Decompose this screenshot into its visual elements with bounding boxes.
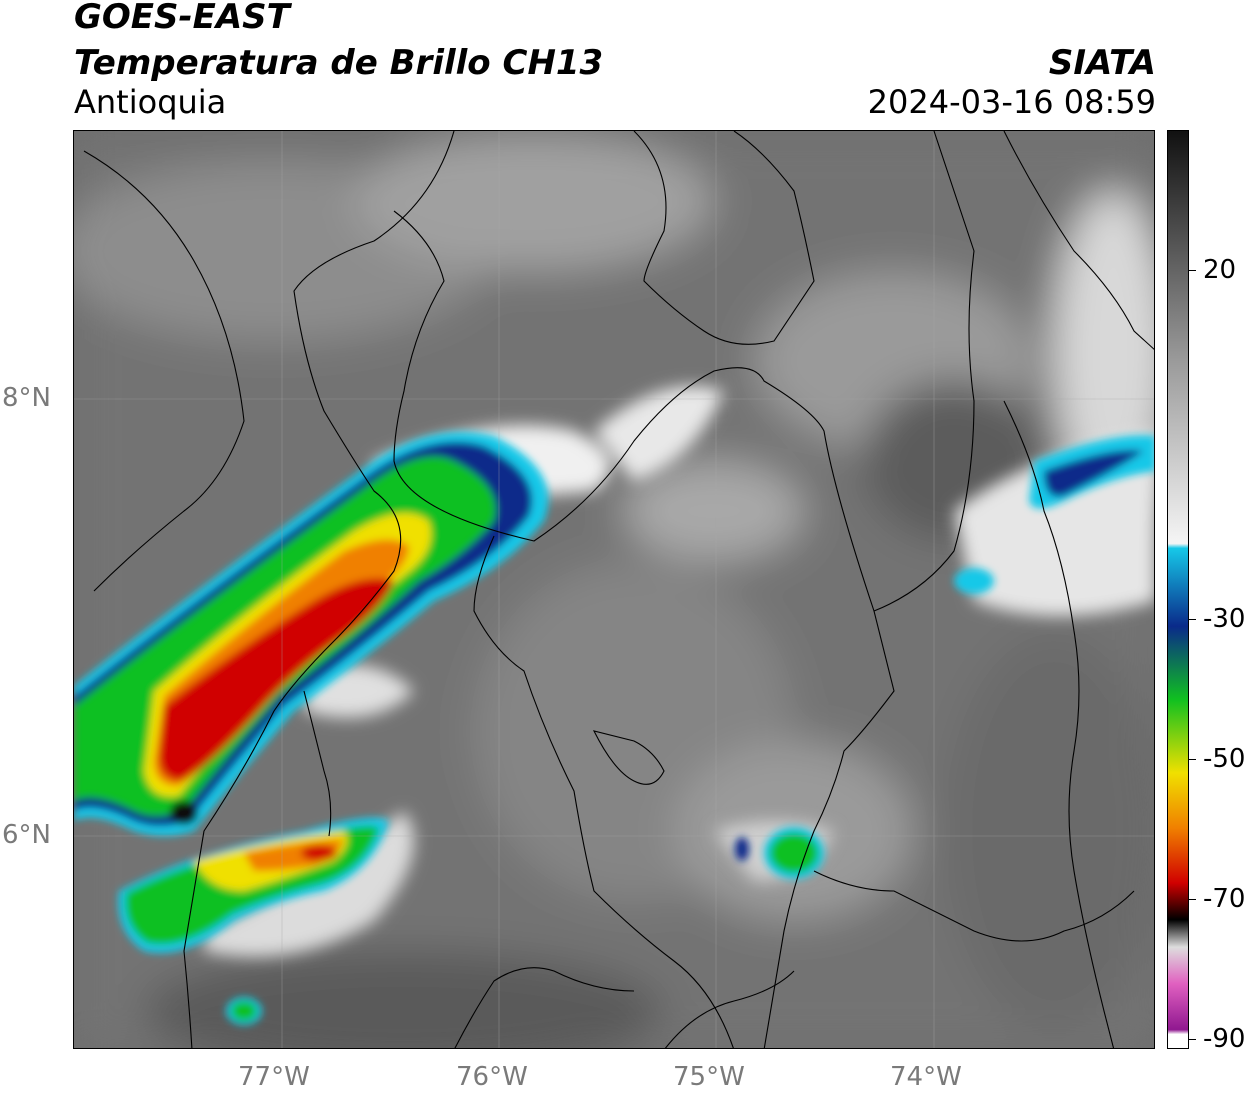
lat-tick-8n: 8°N (2, 383, 51, 413)
lat-tick-6n: 6°N (2, 820, 51, 850)
lon-tick-76w: 76°W (456, 1062, 528, 1092)
boundaries (83, 131, 1154, 1048)
convective-band (74, 431, 549, 836)
colorbar-mark-minus30 (1189, 619, 1196, 620)
colorbar-mark-minus70 (1189, 899, 1196, 900)
lon-tick-74w: 74°W (890, 1062, 962, 1092)
colorbar-label-minus70: -70 (1203, 884, 1246, 914)
colorbar-mark-20 (1189, 270, 1196, 271)
region-label: Antioquia (74, 83, 227, 121)
colorbar-label-20: 20 (1203, 255, 1237, 285)
colorbar-label-minus30: -30 (1203, 604, 1246, 634)
southern-cell (118, 817, 390, 1025)
graticule (74, 131, 1154, 1048)
colorbar-mark-minus50 (1189, 759, 1196, 760)
colorbar-mark-minus90 (1189, 1039, 1196, 1040)
colorbar-label-minus50: -50 (1203, 744, 1246, 774)
colorbar-label-minus90: -90 (1203, 1024, 1246, 1054)
lon-tick-75w: 75°W (673, 1062, 745, 1092)
timestamp-label: 2024-03-16 08:59 (867, 83, 1156, 121)
product-title: Temperatura de Brillo CH13 (74, 43, 604, 83)
temperature-colorbar (1167, 130, 1189, 1049)
map-canvas (74, 131, 1154, 1048)
agency-label: SIATA (1048, 43, 1156, 83)
satellite-title: GOES-EAST (74, 0, 290, 37)
eastern-cells (735, 435, 1154, 879)
lon-tick-77w: 77°W (238, 1062, 310, 1092)
satellite-map[interactable] (73, 130, 1155, 1049)
